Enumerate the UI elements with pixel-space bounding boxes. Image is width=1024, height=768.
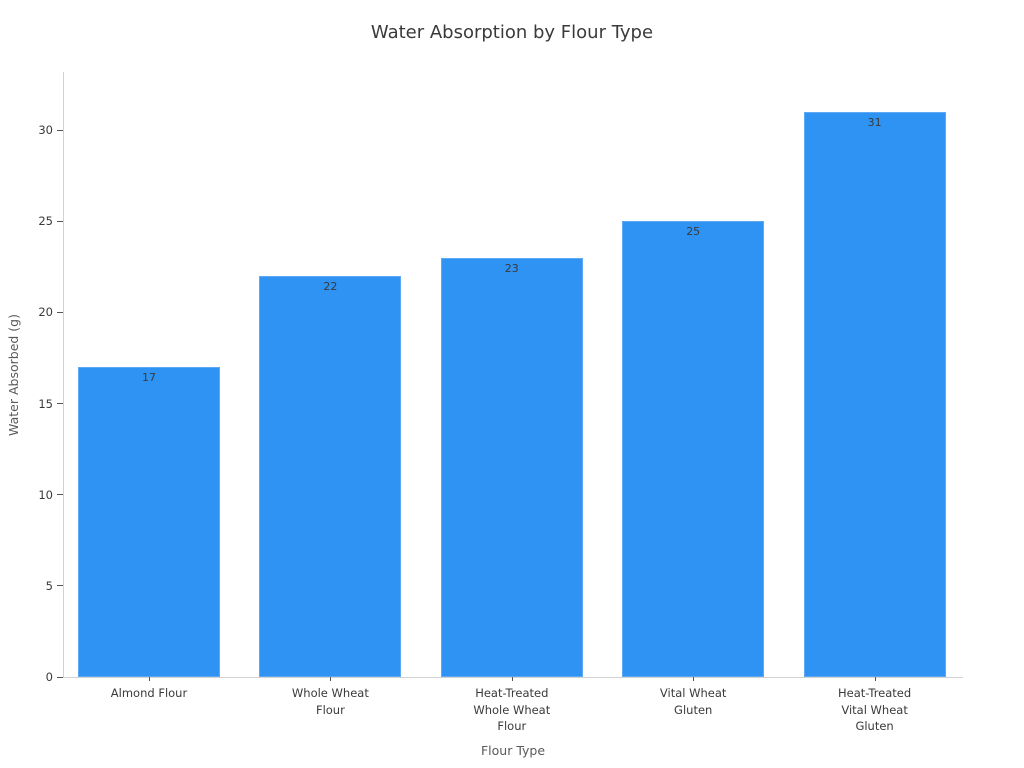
bar-value-label: 23 xyxy=(504,261,519,275)
bar-value-label: 22 xyxy=(323,279,338,293)
x-tick-mark xyxy=(330,677,332,681)
x-axis-title: Flour Type xyxy=(480,743,546,758)
x-axis-line xyxy=(63,677,963,678)
bar xyxy=(803,111,946,677)
bar xyxy=(259,275,402,677)
bar-value-label: 31 xyxy=(867,115,882,129)
y-tick-mark xyxy=(57,676,63,678)
y-tick-label: 25 xyxy=(38,214,53,229)
x-tick-label: Vital Wheat Gluten xyxy=(659,686,727,717)
bar-value-label: 25 xyxy=(686,225,701,239)
x-tick-label: Almond Flour xyxy=(110,686,188,700)
y-tick-mark xyxy=(57,403,63,404)
x-tick-label: Whole Wheat Flour xyxy=(291,686,369,717)
y-tick-mark xyxy=(57,311,63,313)
x-tick-mark xyxy=(149,677,150,681)
y-tick-label: 15 xyxy=(38,396,53,411)
y-tick-mark xyxy=(57,220,63,222)
y-tick-mark xyxy=(57,494,63,496)
x-tick-mark xyxy=(874,677,876,681)
bar-value-label: 17 xyxy=(142,371,156,385)
y-axis-line xyxy=(63,72,64,677)
x-tick-label: Heat-Treated Vital Wheat Gluten xyxy=(837,686,912,733)
y-tick-label: 30 xyxy=(38,123,53,137)
x-tick-mark xyxy=(511,677,513,681)
x-tick-mark xyxy=(693,677,695,681)
y-tick-mark xyxy=(57,129,63,131)
y-tick-label: 0 xyxy=(45,670,53,684)
y-tick-label: 20 xyxy=(38,305,53,320)
y-tick-label: 10 xyxy=(38,487,53,502)
bar xyxy=(440,257,583,677)
y-tick-mark xyxy=(57,585,63,587)
bar xyxy=(78,367,220,677)
x-tick-label: Heat-Treated Whole Wheat Flour xyxy=(473,686,551,733)
y-axis-title: Water Absorbed (g) xyxy=(6,313,21,436)
bar xyxy=(622,221,765,677)
y-tick-label: 5 xyxy=(45,578,53,593)
chart-title: Water Absorption by Flour Type xyxy=(370,22,654,43)
